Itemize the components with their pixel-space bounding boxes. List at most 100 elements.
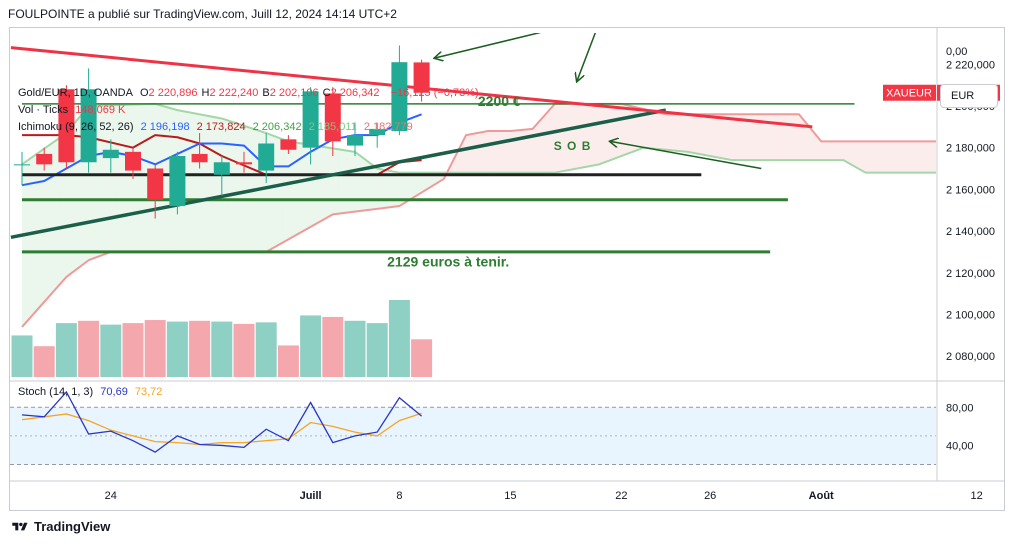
cloud-segment [205, 115, 211, 252]
cloud-segment [338, 149, 344, 214]
cloud-segment [188, 112, 195, 252]
legend-c-value: 2 206,342 [330, 87, 380, 99]
cloud-segment [676, 114, 683, 152]
cloud-segment [854, 141, 861, 170]
cloud-segment [349, 150, 355, 213]
cloud-segment [482, 130, 489, 173]
price-axis-top-label: 0,00 [946, 46, 967, 58]
cloud-segment [638, 107, 644, 150]
annotation-text: 2200 € [478, 93, 521, 109]
cloud-segment [643, 109, 650, 149]
cloud-segment [543, 110, 550, 173]
time-tick-label: 26 [704, 490, 716, 502]
cloud-segment [27, 156, 34, 321]
cloud-segment [887, 141, 894, 173]
cloud-segment [404, 172, 411, 203]
cloud-segment [427, 172, 433, 190]
cloud-segment [515, 129, 522, 173]
cloud-segment [305, 144, 311, 231]
cloud-segment [160, 105, 167, 252]
cloud-segment [194, 113, 200, 252]
cloud-segment [743, 114, 750, 161]
attribution: FOULPOINTE a publié sur TradingView.com,… [8, 7, 397, 21]
cloud-segment [216, 117, 222, 252]
currency-unit-button[interactable]: EUR [940, 84, 998, 108]
cloud-segment [238, 123, 244, 252]
cloud-segment [549, 103, 555, 173]
cloud-segment [421, 172, 428, 193]
price-tag-symbol-bg [883, 84, 936, 101]
candle-body [147, 168, 164, 200]
cloud-segment [299, 143, 306, 234]
cloud-segment [454, 146, 461, 173]
cloud-segment [355, 151, 361, 212]
cloud-segment [232, 122, 239, 252]
resistance-line [10, 46, 813, 129]
cloud-segment [649, 110, 655, 149]
volume-bar [255, 322, 277, 377]
candle-body [324, 93, 341, 142]
cloud-segment [860, 141, 866, 173]
tradingview-logo-icon [12, 522, 28, 530]
candle-body [236, 162, 252, 165]
candle-body [213, 162, 230, 175]
volume-bar [55, 323, 77, 377]
legend-kijun-value: 2 173,824 [196, 121, 246, 133]
cloud-segment [882, 141, 888, 173]
cloud-segment [371, 164, 378, 210]
cloud-segment [893, 141, 899, 173]
volume-bar [33, 346, 55, 377]
time-tick-label: Juill [300, 490, 322, 502]
cloud-segment [787, 114, 794, 161]
chart-frame [9, 27, 1005, 511]
cloud-segment [471, 133, 478, 173]
volume-bar [144, 320, 166, 377]
legend-vol-value: 148,069 K [75, 104, 126, 116]
stoch-k-line [21, 390, 423, 453]
cloud-segment [910, 141, 916, 173]
cloud-segment [682, 114, 688, 152]
cloud-segment [876, 141, 883, 173]
legend-o-value: 2 220,896 [148, 87, 198, 99]
legend-stoch-k: 70,69 [100, 386, 128, 398]
cloud-segment [316, 145, 322, 224]
time-tick-label: 15 [504, 490, 516, 502]
cloud-segment [721, 114, 727, 160]
legend-ohlc: Gold/EUR, 1D, OANDA O2 220,896 H2 222,240… [18, 87, 483, 99]
cloud-segment [848, 141, 855, 167]
cloud-segment [527, 128, 533, 173]
cloud-segment [754, 114, 761, 161]
cloud-segment [760, 114, 766, 161]
cloud-segment [532, 122, 539, 173]
legend-chikou-value: 2 206,342 [252, 121, 302, 133]
legend-change: −16,125 (−0,73%) [390, 87, 479, 99]
candle-body [302, 91, 319, 148]
volume-bar [300, 315, 322, 377]
cloud-segment [671, 114, 677, 151]
price-tick-label: 2 220,000 [946, 59, 995, 71]
cloud-segment [416, 172, 422, 196]
cloud-segment [904, 141, 910, 173]
cloud-segment [710, 114, 716, 158]
annotation-arrow [435, 33, 542, 58]
volume-bar [189, 320, 211, 377]
cloud-segment [826, 141, 833, 161]
cloud-segment [843, 141, 849, 164]
cloud-segment [726, 114, 733, 161]
cloud-segment [554, 103, 561, 173]
cloud-segment [410, 172, 417, 200]
cloud-segment [565, 103, 572, 171]
cloud-segment [665, 114, 672, 151]
cloud-segment [166, 107, 172, 252]
cloud-segment [49, 140, 56, 296]
cloud-segment [244, 125, 250, 252]
cloud-segment [615, 103, 622, 159]
cloud-segment [715, 114, 722, 159]
time-tick-label: Août [809, 490, 834, 502]
cloud-segment [810, 127, 816, 161]
ichimoku-span-a [21, 102, 936, 174]
price-tick-label: 2 120,000 [946, 268, 995, 280]
cloud-segment [737, 114, 744, 161]
cloud-segment [821, 141, 827, 161]
